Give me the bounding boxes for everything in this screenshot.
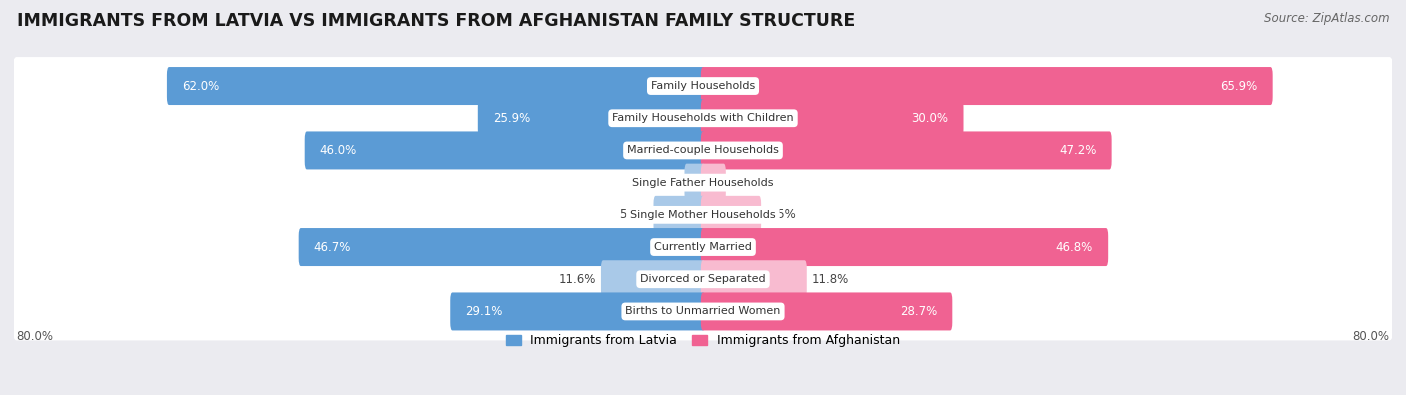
Text: Married-couple Households: Married-couple Households [627, 145, 779, 156]
FancyBboxPatch shape [700, 292, 952, 331]
Text: 46.7%: 46.7% [314, 241, 352, 254]
Text: 29.1%: 29.1% [465, 305, 503, 318]
Text: 11.8%: 11.8% [811, 273, 849, 286]
Text: 30.0%: 30.0% [911, 112, 949, 125]
FancyBboxPatch shape [13, 57, 1393, 115]
FancyBboxPatch shape [298, 228, 706, 266]
FancyBboxPatch shape [13, 154, 1393, 212]
Text: 65.9%: 65.9% [1220, 79, 1257, 92]
Text: 62.0%: 62.0% [181, 79, 219, 92]
FancyBboxPatch shape [685, 164, 706, 201]
Text: 25.9%: 25.9% [494, 112, 530, 125]
FancyBboxPatch shape [478, 99, 706, 137]
FancyBboxPatch shape [305, 132, 706, 169]
Text: 28.7%: 28.7% [900, 305, 938, 318]
FancyBboxPatch shape [700, 67, 1272, 105]
FancyBboxPatch shape [13, 282, 1393, 340]
Text: 46.0%: 46.0% [319, 144, 357, 157]
FancyBboxPatch shape [700, 99, 963, 137]
Text: Divorced or Separated: Divorced or Separated [640, 274, 766, 284]
FancyBboxPatch shape [450, 292, 706, 331]
Text: 2.4%: 2.4% [731, 176, 761, 189]
Text: IMMIGRANTS FROM LATVIA VS IMMIGRANTS FROM AFGHANISTAN FAMILY STRUCTURE: IMMIGRANTS FROM LATVIA VS IMMIGRANTS FRO… [17, 12, 855, 30]
FancyBboxPatch shape [700, 132, 1112, 169]
Text: 11.6%: 11.6% [558, 273, 596, 286]
Text: Currently Married: Currently Married [654, 242, 752, 252]
FancyBboxPatch shape [700, 260, 807, 298]
Text: Family Households: Family Households [651, 81, 755, 91]
Text: Births to Unmarried Women: Births to Unmarried Women [626, 307, 780, 316]
Text: 5.5%: 5.5% [619, 208, 648, 221]
FancyBboxPatch shape [700, 196, 761, 234]
Text: 80.0%: 80.0% [1353, 330, 1389, 343]
FancyBboxPatch shape [13, 121, 1393, 179]
FancyBboxPatch shape [13, 89, 1393, 147]
Text: Source: ZipAtlas.com: Source: ZipAtlas.com [1264, 12, 1389, 25]
FancyBboxPatch shape [600, 260, 706, 298]
Text: 1.9%: 1.9% [650, 176, 679, 189]
FancyBboxPatch shape [654, 196, 706, 234]
FancyBboxPatch shape [13, 250, 1393, 308]
Text: 6.5%: 6.5% [766, 208, 796, 221]
FancyBboxPatch shape [13, 186, 1393, 244]
Text: Family Households with Children: Family Households with Children [612, 113, 794, 123]
Text: Single Mother Households: Single Mother Households [630, 210, 776, 220]
Text: 47.2%: 47.2% [1059, 144, 1097, 157]
FancyBboxPatch shape [167, 67, 706, 105]
Text: Single Father Households: Single Father Households [633, 178, 773, 188]
Legend: Immigrants from Latvia, Immigrants from Afghanistan: Immigrants from Latvia, Immigrants from … [501, 329, 905, 352]
Text: 46.8%: 46.8% [1056, 241, 1092, 254]
FancyBboxPatch shape [13, 218, 1393, 276]
Text: 80.0%: 80.0% [17, 330, 53, 343]
FancyBboxPatch shape [700, 164, 725, 201]
FancyBboxPatch shape [700, 228, 1108, 266]
